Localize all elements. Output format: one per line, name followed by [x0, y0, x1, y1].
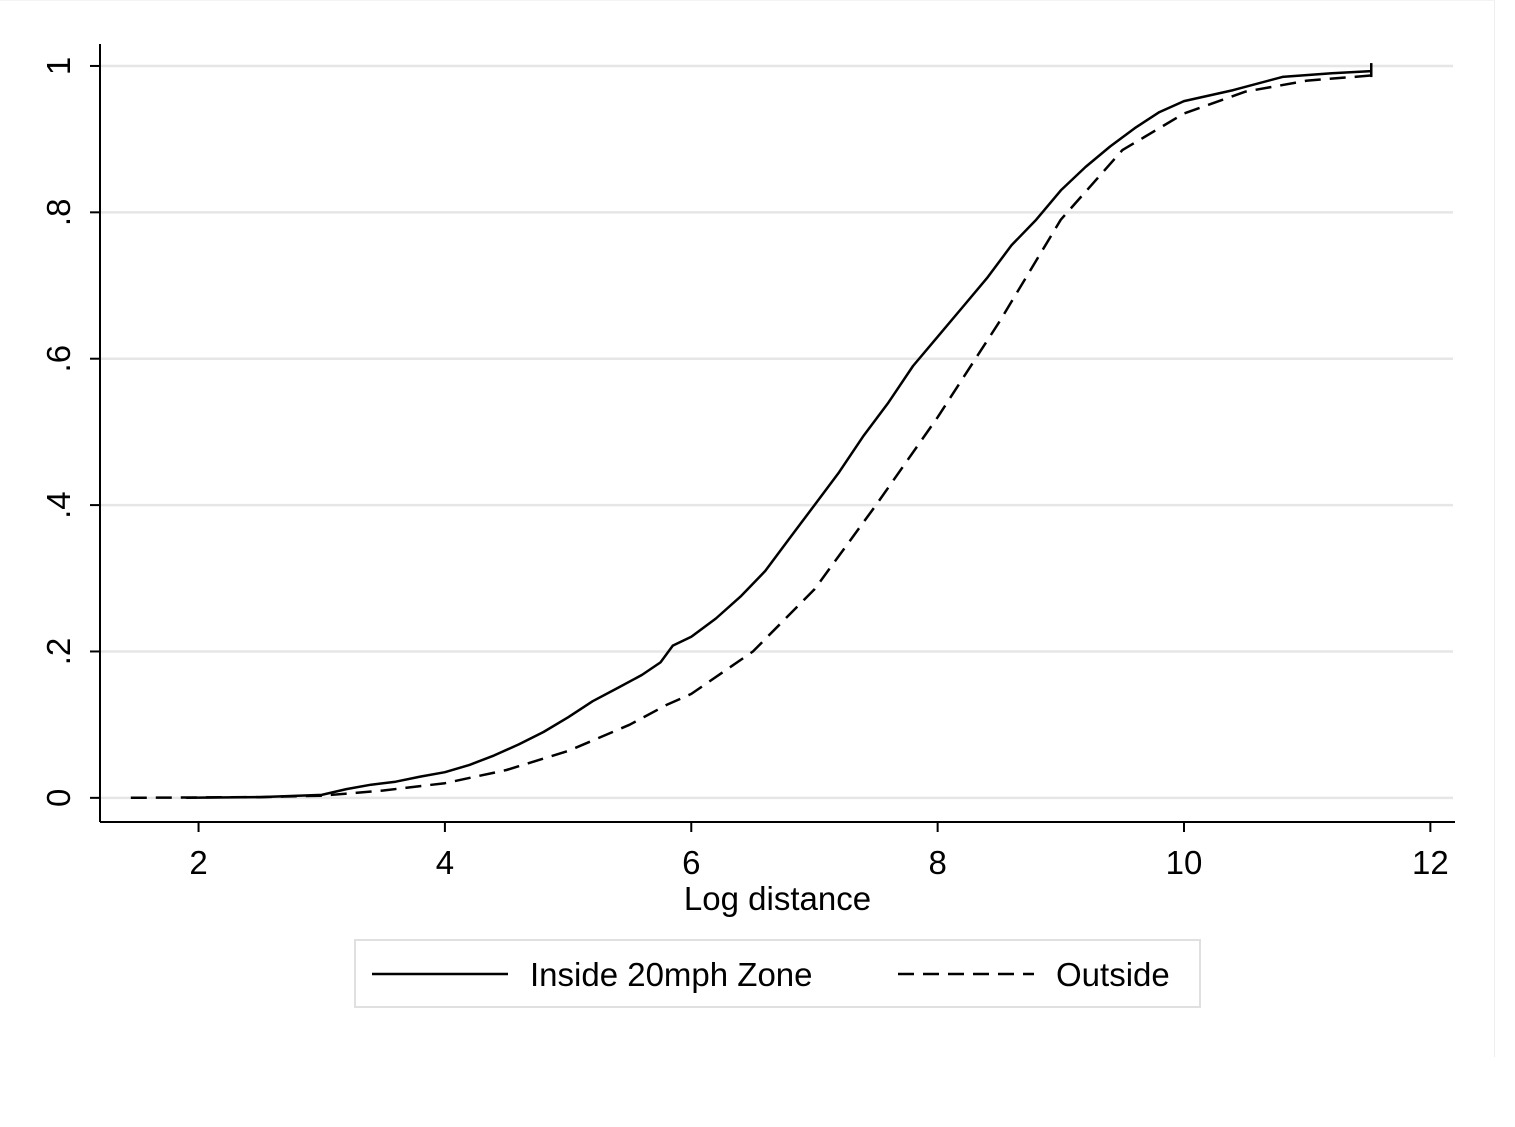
- x-tick-label: 6: [682, 844, 700, 881]
- legend: Inside 20mph Zone Outside: [354, 939, 1201, 1008]
- x-tick-label: 4: [436, 844, 454, 881]
- y-ticks: 0 .2 .4 .6 .8 1: [40, 57, 100, 807]
- legend-label-inside: Inside 20mph Zone: [530, 956, 813, 993]
- series-layer: [130, 63, 1373, 800]
- y-tick-label: .6: [40, 345, 77, 373]
- y-tick-label: .4: [40, 491, 77, 519]
- y-tick-label: 1: [40, 57, 77, 75]
- gridlines: [100, 64, 1453, 800]
- x-tick-label: 8: [928, 844, 946, 881]
- x-tick-label: 10: [1166, 844, 1203, 881]
- series-line-outside: [130, 74, 1372, 800]
- series-line-inside: [186, 69, 1372, 800]
- x-ticks: 2 4 6 8 10 12: [189, 822, 1449, 881]
- legend-box: [354, 939, 1201, 1008]
- x-tick-label: 2: [189, 844, 207, 881]
- y-tick-label: .8: [40, 199, 77, 227]
- x-axis-title: Log distance: [684, 880, 871, 917]
- y-tick-label: .2: [40, 638, 77, 666]
- x-tick-label: 12: [1412, 844, 1449, 881]
- chart-frame: [0, 0, 1495, 1057]
- axes: 2 4 6 8 10 12 0 .2 .4 .6 .8 1: [40, 44, 1455, 881]
- y-tick-label: 0: [40, 789, 77, 807]
- legend-label-outside: Outside: [1056, 956, 1170, 993]
